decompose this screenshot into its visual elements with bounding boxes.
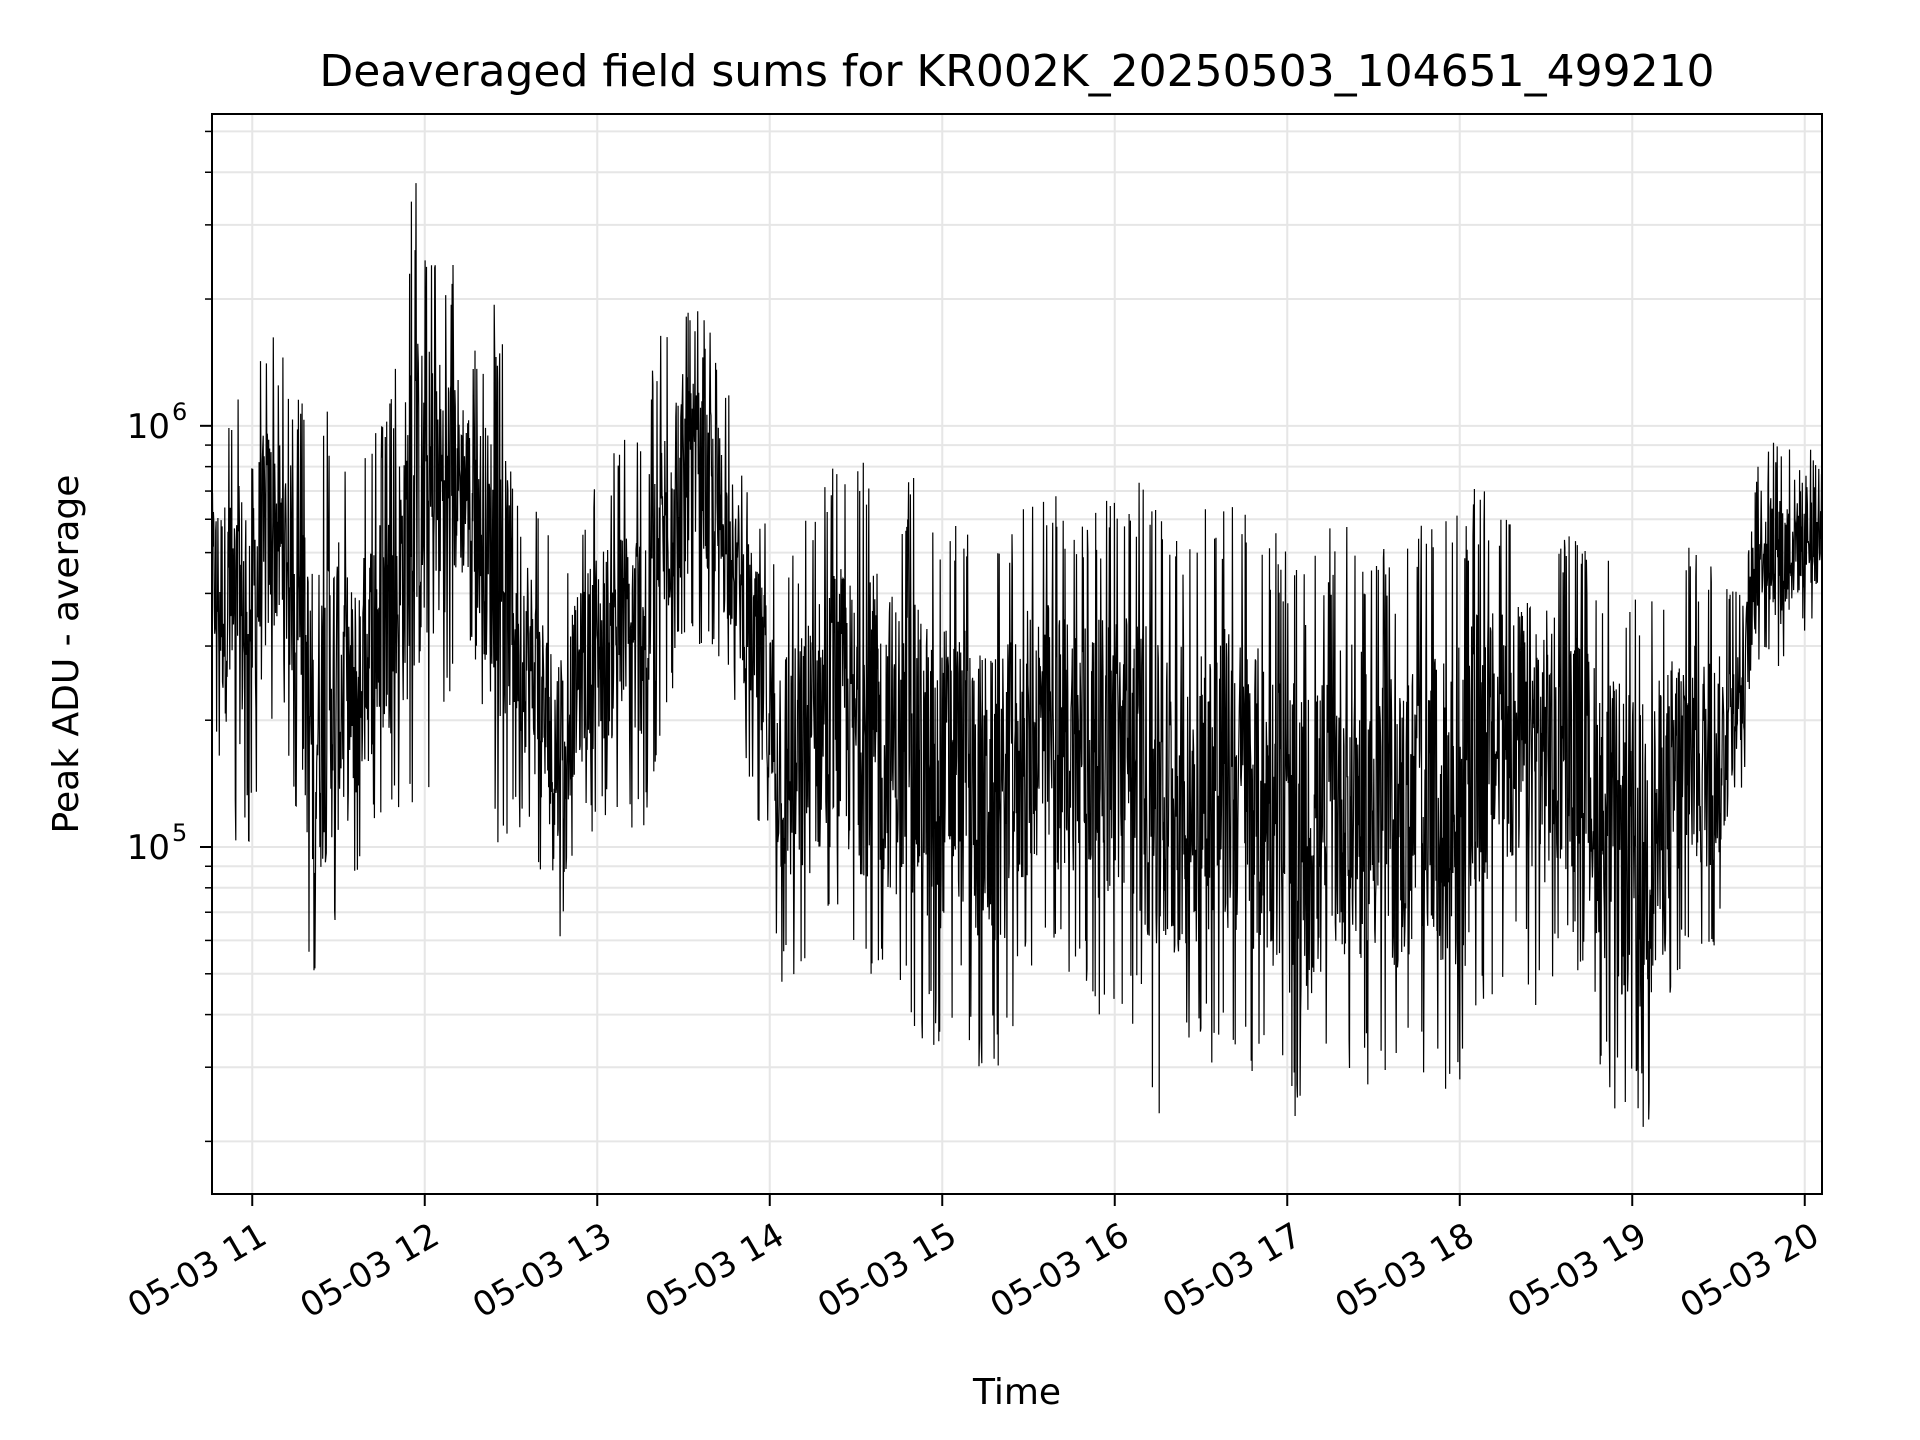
y-tick-exponent: 6: [172, 398, 187, 426]
y-tick-label: 10: [127, 828, 170, 868]
series-line: [211, 183, 1823, 1127]
plot-frame: [211, 113, 1823, 1195]
data-series: [211, 183, 1823, 1127]
y-tick-label: 10: [127, 407, 170, 447]
chart-title: Deaveraged field sums for KR002K_2025050…: [319, 46, 1714, 97]
y-axis-label: Peak ADU - average: [46, 475, 87, 834]
x-axis-label: Time: [972, 1372, 1061, 1413]
y-tick-exponent: 5: [172, 819, 187, 847]
